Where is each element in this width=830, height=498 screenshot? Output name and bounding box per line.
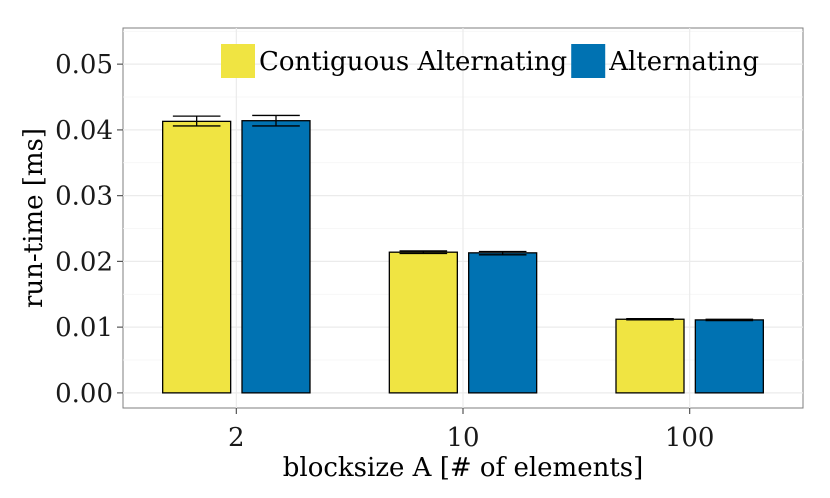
bar (694, 319, 764, 394)
x-axis: 2 10 100 (228, 408, 714, 453)
y-tick-label: 0.04 (55, 116, 113, 146)
legend: Contiguous Alternating Alternating (221, 44, 759, 78)
legend-key (571, 44, 606, 78)
legend-key (221, 44, 255, 78)
y-tick-label: 0.01 (55, 313, 113, 343)
bar (241, 120, 311, 394)
bar (615, 318, 685, 394)
x-axis-title: blocksize A [# of elements] (283, 453, 644, 483)
y-axis: 0.00 0.01 0.02 0.03 0.04 0.05 (55, 50, 123, 409)
x-tick-label: 10 (446, 423, 479, 453)
y-tick-label: 0.05 (55, 50, 113, 80)
bar (388, 251, 458, 394)
y-tick-label: 0.02 (55, 247, 113, 277)
bar (162, 120, 232, 394)
y-tick-label: 0.00 (55, 379, 113, 409)
legend-label: Contiguous Alternating (259, 47, 567, 77)
y-tick-label: 0.03 (55, 182, 113, 212)
x-tick-label: 2 (228, 423, 245, 453)
bar (468, 252, 538, 394)
bars (162, 120, 764, 394)
legend-label: Alternating (608, 47, 759, 77)
grid (123, 28, 803, 408)
error-bars (172, 114, 754, 322)
x-tick-label: 100 (665, 423, 715, 453)
y-axis-title: run-time [ms] (19, 128, 49, 308)
